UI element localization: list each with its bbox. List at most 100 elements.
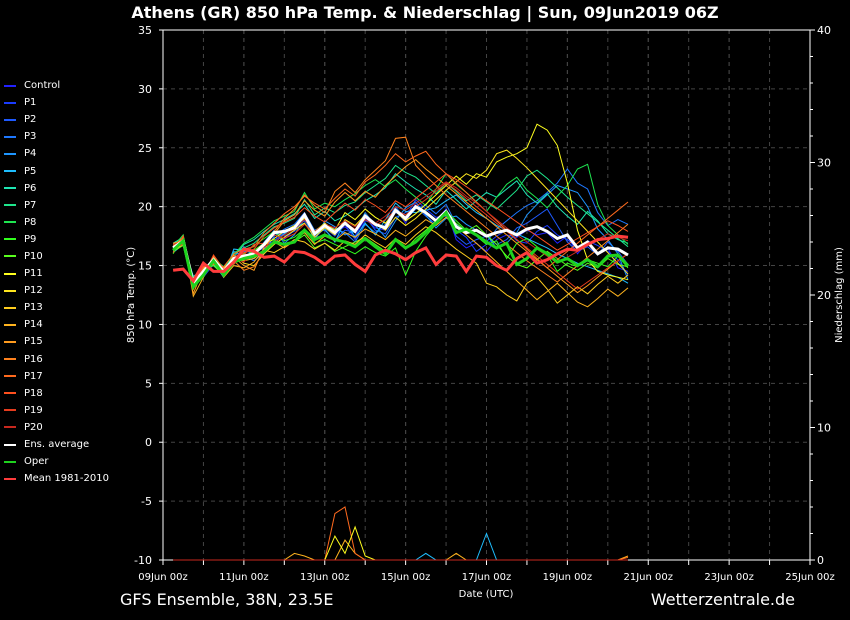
legend-swatch [4,323,16,326]
legend-swatch [4,101,16,104]
legend-item: P8 [4,214,109,231]
legend-label: P11 [24,268,43,280]
legend-swatch [4,306,16,309]
legend-swatch [4,340,16,343]
legend: Control P1 P2 P3 P4 P5 P6 P7 P8 P9 P10 P11 P12 P13 P14… [4,77,109,487]
legend-swatch [4,272,16,275]
legend-label: P16 [24,353,43,365]
legend-label: P6 [24,182,37,194]
legend-label: P8 [24,216,37,228]
legend-item: P11 [4,265,109,282]
series-line-p20 [172,181,629,287]
legend-label: P9 [24,233,37,245]
legend-label: P3 [24,131,37,143]
precip-line [173,532,628,561]
legend-swatch [4,84,16,87]
model-info: GFS Ensemble, 38N, 23.5E [120,590,334,609]
y-tick-label: 35 [138,24,152,37]
legend-item: P6 [4,180,109,197]
legend-item: P5 [4,162,109,179]
legend-label: Control [24,80,61,92]
series-line-p7 [172,164,629,279]
chart-title: Athens (GR) 850 hPa Temp. & Niederschlag… [131,3,719,22]
x-tick-label: 11Jun 00z [219,572,269,583]
legend-swatch [4,152,16,155]
series-line-p13 [172,226,629,304]
legend-item: P17 [4,368,109,385]
precip-layer [173,506,629,561]
legend-label: Ens. average [24,439,90,451]
series-line-p8 [172,163,629,286]
legend-swatch [4,170,16,173]
legend-swatch [4,375,16,378]
legend-item: Oper [4,453,109,470]
x-tick-label: 13Jun 00z [300,572,350,583]
site-name: Wetterzentrale.de [650,590,795,609]
series-line-mean-1981-2010 [172,234,629,284]
precip-line [173,506,629,561]
legend-item: P3 [4,128,109,145]
legend-item: P20 [4,419,109,436]
y-tick-label: -10 [134,554,152,567]
legend-swatch [4,118,16,121]
x-tick-label: 25Jun 00z [785,572,835,583]
series-line-p5 [172,194,629,284]
legend-item: P12 [4,282,109,299]
y-tick-label: 10 [138,318,152,331]
legend-swatch [4,443,16,446]
legend-label: P4 [24,148,37,160]
legend-label: P12 [24,285,43,297]
axes: 35 30 25 20 15 10 5 0 -5 -10 40 30 20 10 0 09Jun 00z 11J… [134,24,835,583]
legend-item: Mean 1981-2010 [4,470,109,487]
series-line-p17 [172,150,629,289]
legend-label: Oper [24,456,49,468]
legend-label: P15 [24,336,43,348]
legend-label: P7 [24,199,37,211]
legend-item: P1 [4,94,109,111]
legend-swatch [4,358,16,361]
legend-item: Ens. average [4,436,109,453]
legend-item: P16 [4,351,109,368]
legend-label: P20 [24,421,43,433]
series-line-p16 [172,136,629,286]
legend-swatch [4,460,16,463]
series-line-p15 [172,158,629,296]
y-tick-label: 15 [138,260,152,273]
legend-item: P10 [4,248,109,265]
y2-tick-label: 10 [817,422,831,435]
y-tick-label: 25 [138,142,152,155]
series-layer [172,123,630,308]
legend-swatch [4,204,16,207]
legend-item: P19 [4,402,109,419]
legend-item: P2 [4,111,109,128]
legend-item: P7 [4,197,109,214]
legend-item: Control [4,77,109,94]
y-axis-label: 850 hPa Temp. (°C) [126,247,137,343]
series-line-p6 [172,172,629,287]
y-tick-label: 5 [145,377,152,390]
x-tick-label: 15Jun 00z [381,572,431,583]
x-tick-label: 21Jun 00z [623,572,673,583]
legend-swatch [4,392,16,395]
legend-label: P10 [24,250,43,262]
legend-swatch [4,255,16,258]
legend-swatch [4,426,16,429]
x-axis-label: Date (UTC) [459,589,514,600]
y-tick-label: -5 [141,495,152,508]
legend-swatch [4,409,16,412]
legend-label: P14 [24,319,43,331]
grid [162,29,811,561]
legend-item: P13 [4,299,109,316]
y2-tick-label: 40 [817,24,831,37]
legend-swatch [4,187,16,190]
legend-swatch [4,135,16,138]
legend-label: Mean 1981-2010 [24,473,109,485]
legend-label: P17 [24,370,43,382]
legend-swatch [4,289,16,292]
y2-tick-label: 0 [817,554,824,567]
series-line-p14 [172,216,629,308]
legend-item: P18 [4,385,109,402]
y-tick-label: 0 [145,436,152,449]
y-tick-label: 20 [138,201,152,214]
